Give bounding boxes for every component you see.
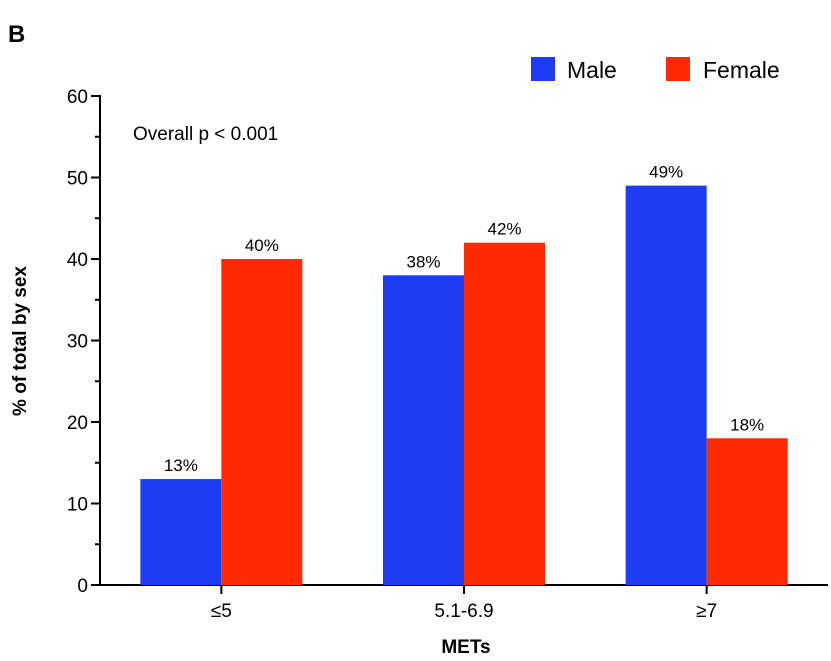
bar-male bbox=[140, 479, 222, 585]
y-axis-title: % of total by sex bbox=[10, 266, 31, 416]
panel-letter: B bbox=[8, 21, 25, 48]
legend-swatch-female bbox=[666, 57, 690, 81]
x-tick-label: ≥7 bbox=[696, 601, 717, 622]
x-axis-title: METs bbox=[441, 637, 490, 658]
bar-female bbox=[221, 259, 303, 585]
legend-swatch-male bbox=[531, 57, 555, 81]
y-tick-label: 40 bbox=[67, 250, 88, 271]
data-label: 40% bbox=[245, 236, 279, 255]
bar-female bbox=[706, 438, 788, 585]
data-label: 18% bbox=[730, 415, 764, 434]
legend-label-male: Male bbox=[567, 57, 617, 83]
y-tick-label: 20 bbox=[67, 413, 88, 434]
y-tick-label: 60 bbox=[67, 87, 88, 108]
data-label: 49% bbox=[649, 163, 683, 182]
y-tick-label: 0 bbox=[77, 576, 88, 597]
legend-label-female: Female bbox=[703, 57, 780, 83]
data-label: 42% bbox=[487, 220, 521, 239]
bar-male bbox=[625, 185, 707, 585]
data-label: 38% bbox=[406, 252, 440, 271]
y-tick-label: 50 bbox=[67, 169, 88, 190]
x-tick-label: ≤5 bbox=[211, 601, 232, 622]
p-value-annotation: Overall p < 0.001 bbox=[133, 124, 278, 145]
bar-female bbox=[464, 242, 545, 585]
bar-male bbox=[383, 275, 464, 585]
data-label: 13% bbox=[164, 456, 198, 475]
y-tick-label: 10 bbox=[67, 495, 88, 516]
y-tick-label: 30 bbox=[67, 332, 88, 353]
x-tick-label: 5.1-6.9 bbox=[434, 601, 493, 622]
plot-area: 0 10 20 30 40 50 60 ≤5 13% 40% 5.1-6.9 38% 42% ≥7 49% 1… bbox=[67, 87, 828, 622]
